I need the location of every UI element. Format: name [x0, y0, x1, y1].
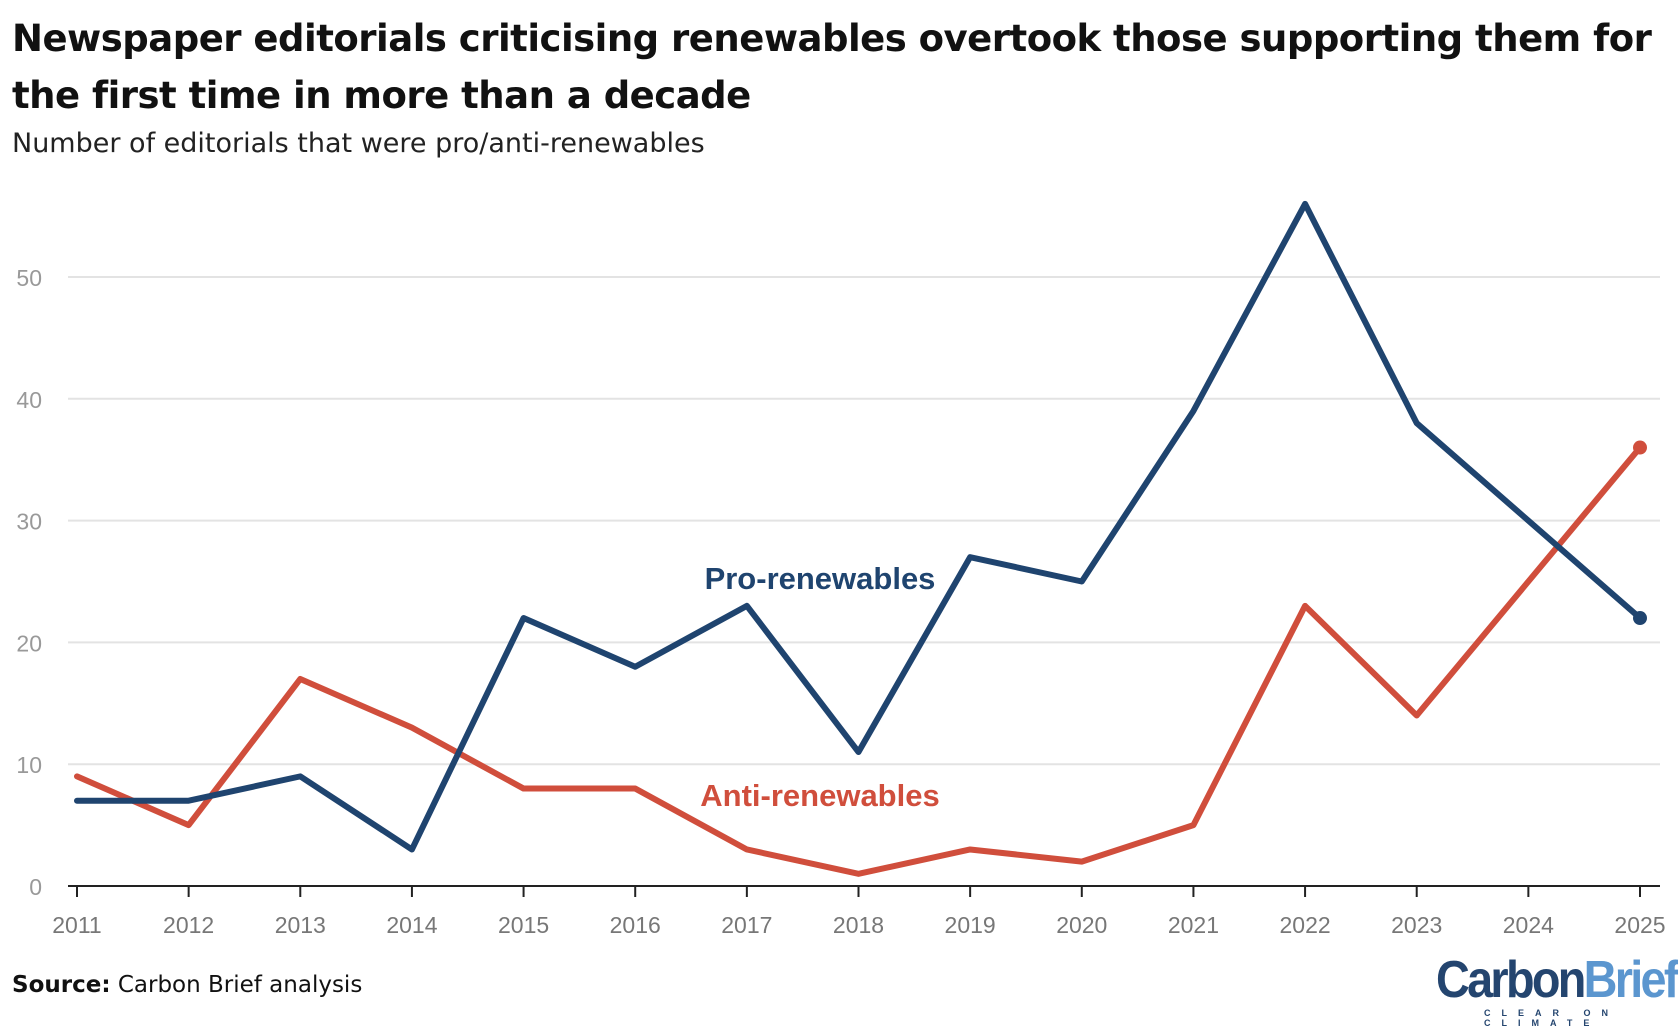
- x-tick-label: 2018: [833, 912, 884, 938]
- x-tick-label: 2025: [1614, 912, 1665, 938]
- y-tick-label: 30: [16, 509, 42, 535]
- chart-title: Newspaper editorials criticising renewab…: [12, 17, 1652, 117]
- gridlines: [68, 276, 1660, 766]
- series-lines: [74, 200, 1647, 877]
- x-axis: 2011 2012 2013 2014 2015 2016 2017 2018 2019 2020…: [52, 885, 1666, 938]
- source-note: Source: Carbon Brief analysis: [12, 972, 362, 998]
- carbon-brief-logo: CarbonBrief CLEAR ON CLIMATE: [1436, 951, 1678, 1028]
- logo-tagline: CLEAR ON CLIMATE: [1484, 1008, 1619, 1028]
- y-tick-label: 40: [16, 387, 42, 413]
- x-tick-label: 2013: [275, 912, 326, 938]
- y-tick-label: 10: [16, 752, 42, 778]
- data-point: [1633, 611, 1647, 626]
- x-tick-label: 2012: [163, 912, 214, 938]
- x-tick-label: 2022: [1279, 912, 1330, 938]
- x-tick-label: 2014: [386, 912, 437, 938]
- data-point: [1633, 440, 1647, 455]
- x-tick-label: 2016: [610, 912, 661, 938]
- source-text: Carbon Brief analysis: [117, 972, 363, 998]
- x-tick-label: 2015: [498, 912, 549, 938]
- series-label-anti: Anti-renewables: [700, 778, 939, 813]
- logo-part2: Brief: [1583, 951, 1678, 1009]
- x-tick-label: 2019: [945, 912, 996, 938]
- chart-subtitle: Number of editorials that were pro/anti-…: [12, 128, 705, 159]
- x-tick-label: 2024: [1503, 912, 1554, 938]
- line-chart: 0 10 20 30 40 50 2011 2012 2013 2014 2015 2016 2017…: [16, 200, 1666, 938]
- x-tick-label: 2021: [1168, 912, 1219, 938]
- series-line-anti-renewables: [74, 444, 1643, 877]
- logo-part1: Carbon: [1436, 951, 1586, 1009]
- series-label-pro: Pro-renewables: [705, 561, 936, 596]
- x-tick-label: 2011: [52, 912, 101, 938]
- series-line-pro-renewables: [74, 200, 1643, 853]
- x-tick-label: 2023: [1391, 912, 1442, 938]
- y-axis-ticks: 0 10 20 30 40 50: [16, 265, 42, 900]
- y-tick-label: 0: [29, 874, 42, 900]
- x-tick-label: 2017: [721, 912, 772, 938]
- source-label: Source:: [12, 972, 111, 998]
- y-tick-label: 20: [16, 630, 42, 656]
- y-tick-label: 50: [16, 265, 42, 291]
- x-tick-label: 2020: [1056, 912, 1107, 938]
